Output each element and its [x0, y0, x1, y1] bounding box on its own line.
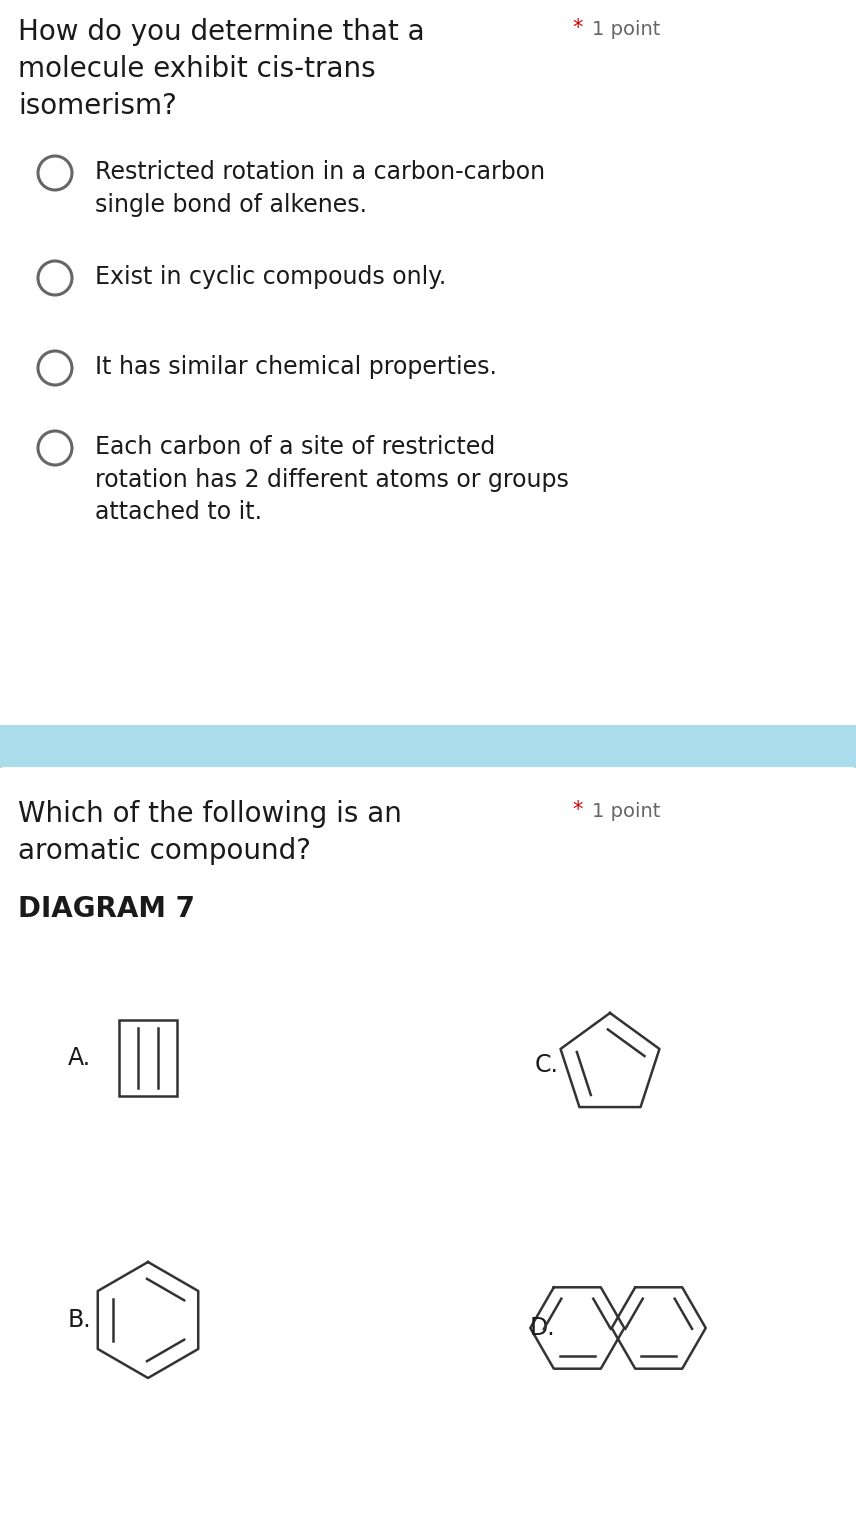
Text: 1 point: 1 point [592, 20, 660, 38]
Text: molecule exhibit cis-trans: molecule exhibit cis-trans [18, 55, 376, 83]
Text: C.: C. [535, 1052, 559, 1077]
Text: It has similar chemical properties.: It has similar chemical properties. [95, 354, 496, 379]
Bar [0, 726, 856, 775]
Text: *: * [572, 801, 582, 821]
Text: How do you determine that a: How do you determine that a [18, 18, 425, 46]
Text: Restricted rotation in a carbon-carbon
single bond of alkenes.: Restricted rotation in a carbon-carbon s… [95, 160, 545, 216]
Text: isomerism?: isomerism? [18, 92, 177, 120]
FancyBboxPatch shape [0, 767, 856, 1534]
Text: aromatic compound?: aromatic compound? [18, 838, 311, 865]
Text: D.: D. [530, 1316, 556, 1341]
Text: Each carbon of a site of restricted
rotation has 2 different atoms or groups
att: Each carbon of a site of restricted rota… [95, 436, 569, 525]
Text: A.: A. [68, 1046, 91, 1071]
Text: B.: B. [68, 1309, 92, 1332]
Text: *: * [572, 18, 582, 38]
Text: DIAGRAM 7: DIAGRAM 7 [18, 894, 195, 923]
Bar [119, 1020, 177, 1095]
FancyBboxPatch shape [0, 0, 856, 733]
Text: 1 point: 1 point [592, 802, 660, 821]
Text: Exist in cyclic compouds only.: Exist in cyclic compouds only. [95, 265, 446, 288]
Text: Which of the following is an: Which of the following is an [18, 801, 401, 828]
